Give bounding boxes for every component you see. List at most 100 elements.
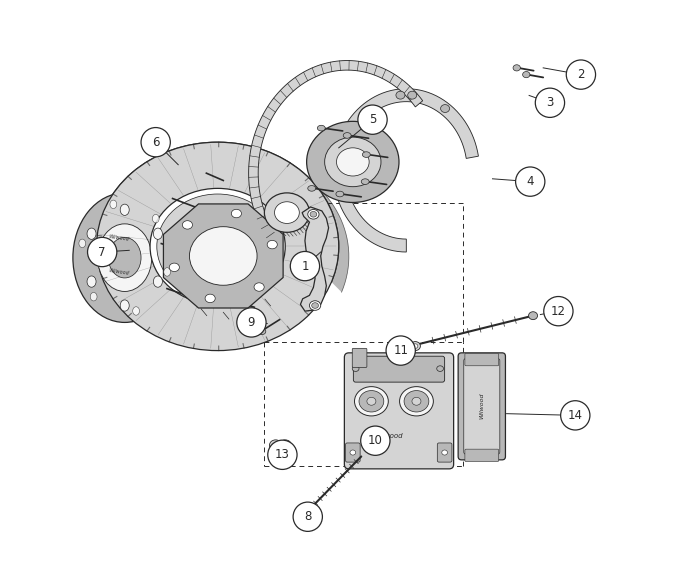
Text: 1: 1 xyxy=(301,260,309,273)
Ellipse shape xyxy=(98,224,152,291)
Text: 6: 6 xyxy=(152,136,160,149)
Text: Wilwood: Wilwood xyxy=(108,268,130,276)
Ellipse shape xyxy=(97,142,339,350)
Ellipse shape xyxy=(273,443,279,448)
Text: 13: 13 xyxy=(275,448,290,461)
Ellipse shape xyxy=(350,450,356,455)
FancyBboxPatch shape xyxy=(346,443,360,462)
Text: 11: 11 xyxy=(393,344,408,357)
Ellipse shape xyxy=(279,440,291,451)
Text: 9: 9 xyxy=(248,316,256,329)
Ellipse shape xyxy=(308,209,319,219)
FancyBboxPatch shape xyxy=(464,358,500,454)
Circle shape xyxy=(360,426,390,455)
FancyBboxPatch shape xyxy=(465,353,498,366)
Circle shape xyxy=(293,502,323,531)
Text: 3: 3 xyxy=(546,96,554,109)
Ellipse shape xyxy=(282,443,288,448)
Circle shape xyxy=(290,251,320,281)
Ellipse shape xyxy=(274,201,300,224)
Circle shape xyxy=(141,127,170,157)
Ellipse shape xyxy=(352,366,359,371)
Circle shape xyxy=(544,297,573,326)
Ellipse shape xyxy=(337,148,369,176)
Ellipse shape xyxy=(108,237,141,278)
Ellipse shape xyxy=(325,137,381,187)
Ellipse shape xyxy=(164,268,171,276)
Ellipse shape xyxy=(79,239,85,247)
Ellipse shape xyxy=(183,221,193,229)
Text: 4: 4 xyxy=(526,175,534,188)
Ellipse shape xyxy=(343,132,351,138)
Ellipse shape xyxy=(513,65,520,71)
Polygon shape xyxy=(97,142,349,292)
Polygon shape xyxy=(333,89,478,252)
Polygon shape xyxy=(248,61,423,246)
FancyBboxPatch shape xyxy=(354,356,444,382)
Ellipse shape xyxy=(258,328,266,335)
Ellipse shape xyxy=(169,263,179,272)
Ellipse shape xyxy=(442,450,447,455)
Text: Wilwood: Wilwood xyxy=(108,234,130,242)
Ellipse shape xyxy=(254,283,264,291)
Ellipse shape xyxy=(306,507,313,513)
Ellipse shape xyxy=(110,200,117,208)
Ellipse shape xyxy=(73,193,176,323)
Ellipse shape xyxy=(317,125,326,131)
Text: 2: 2 xyxy=(578,68,584,81)
Ellipse shape xyxy=(205,294,215,303)
Ellipse shape xyxy=(153,215,159,223)
Ellipse shape xyxy=(336,191,344,197)
Ellipse shape xyxy=(87,228,96,239)
Text: 10: 10 xyxy=(368,434,383,447)
Circle shape xyxy=(566,60,596,89)
FancyBboxPatch shape xyxy=(344,353,454,469)
FancyBboxPatch shape xyxy=(438,443,452,462)
Text: 14: 14 xyxy=(568,409,583,422)
Ellipse shape xyxy=(150,188,285,305)
Ellipse shape xyxy=(133,307,139,315)
Text: 8: 8 xyxy=(304,510,312,523)
Ellipse shape xyxy=(120,204,130,216)
Ellipse shape xyxy=(307,121,399,203)
Ellipse shape xyxy=(309,301,321,310)
Ellipse shape xyxy=(354,387,388,416)
Ellipse shape xyxy=(523,71,530,78)
Ellipse shape xyxy=(157,194,279,299)
Ellipse shape xyxy=(400,387,433,416)
Ellipse shape xyxy=(190,226,257,285)
Ellipse shape xyxy=(120,300,130,311)
Ellipse shape xyxy=(267,241,277,249)
Ellipse shape xyxy=(437,366,444,371)
Ellipse shape xyxy=(413,344,418,348)
Polygon shape xyxy=(300,207,328,311)
Ellipse shape xyxy=(87,276,96,287)
Circle shape xyxy=(561,401,590,430)
Text: 5: 5 xyxy=(369,113,376,126)
Ellipse shape xyxy=(153,228,162,239)
Ellipse shape xyxy=(363,152,370,157)
Text: Wilwood: Wilwood xyxy=(374,433,403,439)
FancyBboxPatch shape xyxy=(352,348,367,367)
Ellipse shape xyxy=(270,440,282,451)
Ellipse shape xyxy=(367,397,376,405)
Text: 12: 12 xyxy=(551,305,566,318)
Ellipse shape xyxy=(231,209,241,218)
Ellipse shape xyxy=(412,397,421,405)
Ellipse shape xyxy=(90,293,97,301)
Circle shape xyxy=(237,308,266,337)
Circle shape xyxy=(268,440,297,469)
Ellipse shape xyxy=(396,91,405,99)
Ellipse shape xyxy=(407,91,416,99)
Circle shape xyxy=(88,237,117,267)
Ellipse shape xyxy=(361,179,369,185)
FancyBboxPatch shape xyxy=(458,353,505,460)
Ellipse shape xyxy=(310,212,317,217)
Circle shape xyxy=(516,167,545,196)
Circle shape xyxy=(386,336,415,365)
Ellipse shape xyxy=(404,391,429,412)
Ellipse shape xyxy=(359,391,384,412)
Circle shape xyxy=(536,88,565,117)
Ellipse shape xyxy=(440,105,449,113)
Ellipse shape xyxy=(528,312,538,320)
